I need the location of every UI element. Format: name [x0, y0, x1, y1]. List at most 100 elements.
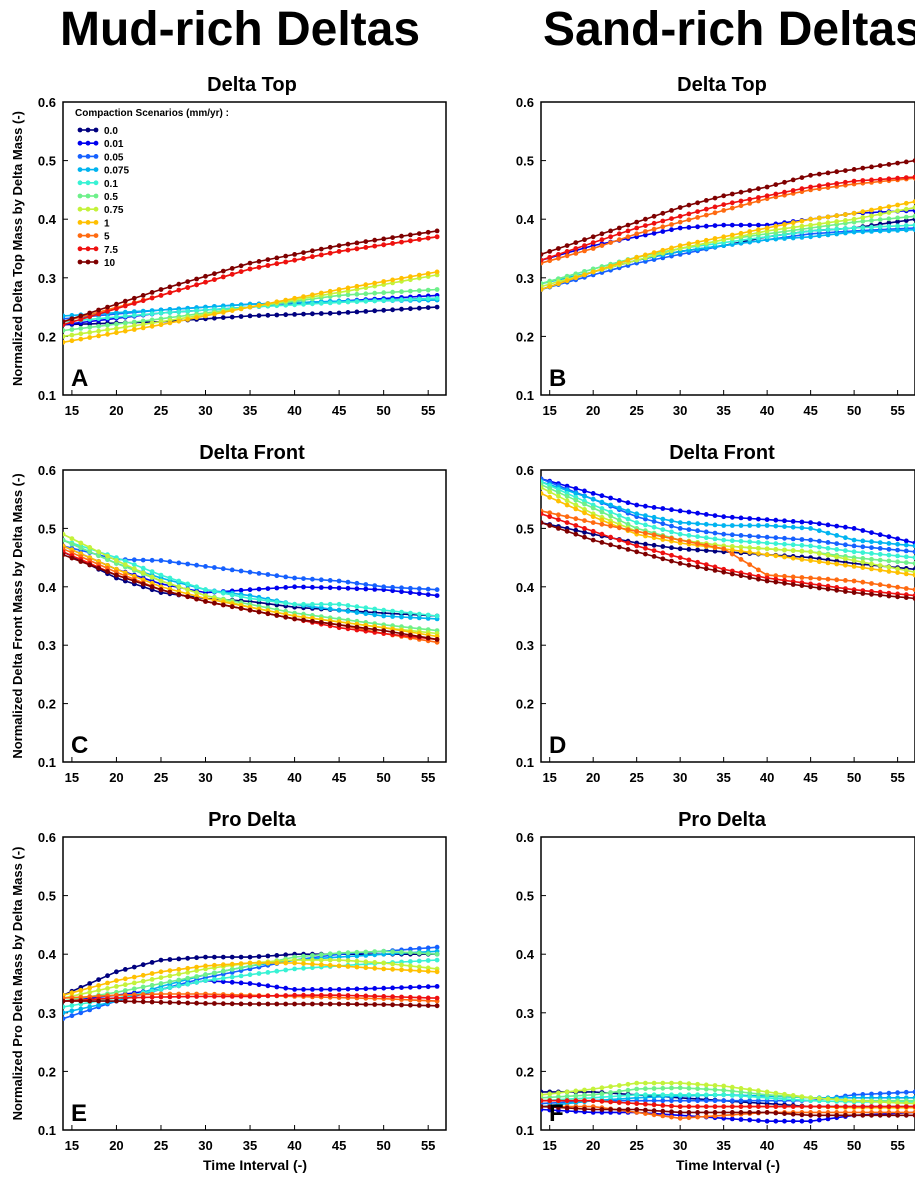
series-point-0.1	[912, 555, 915, 560]
series-point-0.075	[912, 543, 915, 549]
series-point-0.5	[78, 326, 84, 331]
legend-label: 0.0	[104, 126, 118, 137]
series-point-0.75	[643, 1080, 648, 1086]
series-point-0.1	[651, 524, 657, 530]
series-point-0.075	[590, 496, 596, 502]
series-point-10	[582, 1106, 587, 1112]
series-point-7.5	[238, 994, 244, 999]
series-point-0.05	[782, 535, 787, 541]
series-point-0.075	[712, 522, 718, 528]
series-point-7.5	[408, 238, 413, 244]
series-point-7.5	[434, 995, 440, 1001]
series-point-7.5	[283, 259, 289, 265]
series-point-7.5	[247, 994, 253, 999]
series-point-0.1	[122, 558, 128, 564]
series-point-1	[220, 962, 226, 968]
series-point-5	[660, 534, 666, 539]
series-point-5	[903, 586, 909, 591]
series-point-0.1	[274, 599, 280, 605]
series-point-0.75	[390, 961, 395, 967]
series-point-5	[660, 1113, 666, 1119]
series-point-0.01	[283, 985, 289, 991]
series-point-0.1	[105, 315, 110, 321]
series-point-10	[790, 582, 796, 587]
series-point-0.75	[131, 980, 137, 986]
series-point-0.75	[773, 227, 779, 233]
series-point-0.1	[799, 542, 805, 548]
series-point-0.1	[860, 550, 866, 555]
series-point-0.075	[903, 542, 909, 548]
series-point-10	[185, 279, 191, 284]
series-point-0.075	[799, 235, 805, 240]
series-point-10	[608, 1107, 613, 1112]
y-tick-label: 0.3	[38, 1006, 56, 1021]
series-point-0.1	[176, 309, 182, 315]
series-point-1	[265, 301, 271, 306]
series-point-1	[556, 498, 561, 504]
series-point-7.5	[229, 994, 235, 999]
series-point-0.75	[564, 1089, 570, 1095]
y-tick-label: 0.6	[516, 830, 534, 845]
series-point-0.075	[903, 227, 909, 233]
series-point-0.075	[738, 523, 744, 528]
series-point-0.01	[643, 232, 648, 238]
series-point-1	[212, 962, 217, 968]
legend-label: 0.1	[104, 179, 118, 190]
series-line-0.075	[541, 228, 915, 285]
x-tick-label: 15	[65, 1138, 79, 1153]
y-tick-label: 0.6	[516, 95, 534, 110]
series-point-0.1	[354, 299, 360, 305]
series-point-10	[292, 1001, 297, 1007]
series-point-0.75	[808, 1095, 813, 1101]
series-point-0.1	[408, 297, 413, 302]
series-point-0.05	[131, 557, 137, 563]
series-point-1	[140, 325, 146, 331]
series-point-5	[573, 516, 579, 522]
x-tick-label: 20	[586, 1138, 600, 1153]
series-point-10	[556, 1105, 561, 1110]
series-point-10	[677, 561, 683, 566]
series-point-0.1	[834, 226, 840, 232]
series-point-10	[616, 1107, 622, 1112]
series-point-7.5	[747, 196, 753, 202]
series-point-5	[582, 518, 587, 523]
series-point-0.1	[825, 227, 831, 233]
x-tick-label: 30	[673, 770, 687, 785]
series-point-0.5	[158, 981, 164, 986]
series-point-7.5	[582, 526, 587, 531]
series-point-10	[869, 1112, 874, 1118]
series-point-10	[122, 998, 128, 1004]
y-tick-label: 0.3	[38, 271, 56, 286]
series-point-0.1	[167, 575, 173, 581]
series-point-0.05	[886, 546, 892, 552]
series-point-0.1	[747, 1094, 753, 1099]
series-point-0.075	[677, 520, 683, 525]
series-point-10	[895, 160, 900, 166]
series-point-0.01	[345, 986, 351, 992]
series-point-0.01	[363, 986, 369, 992]
series-point-0.01	[274, 984, 280, 990]
series-point-0.1	[425, 296, 431, 302]
series-point-7.5	[416, 995, 422, 1000]
series-point-10	[790, 1111, 796, 1117]
series-point-1	[390, 966, 395, 972]
series-point-1	[895, 570, 900, 575]
series-point-0.05	[860, 1092, 866, 1097]
series-point-10	[372, 237, 378, 243]
series-point-10	[220, 1001, 226, 1007]
series-point-1	[131, 974, 137, 980]
series-point-10	[247, 1001, 253, 1007]
series-point-7.5	[408, 994, 413, 1000]
series-point-0.1	[738, 1093, 744, 1099]
series-point-1	[149, 971, 155, 976]
series-point-0.05	[212, 565, 217, 570]
series-point-10	[825, 1112, 831, 1118]
series-point-7.5	[247, 266, 253, 272]
series-point-7.5	[131, 301, 137, 306]
series-point-0.05	[895, 1090, 900, 1096]
series-point-0.1	[669, 529, 674, 535]
series-point-0.75	[140, 570, 146, 576]
series-point-1	[87, 985, 93, 991]
series-point-10	[194, 276, 200, 282]
x-tick-label: 35	[716, 770, 730, 785]
